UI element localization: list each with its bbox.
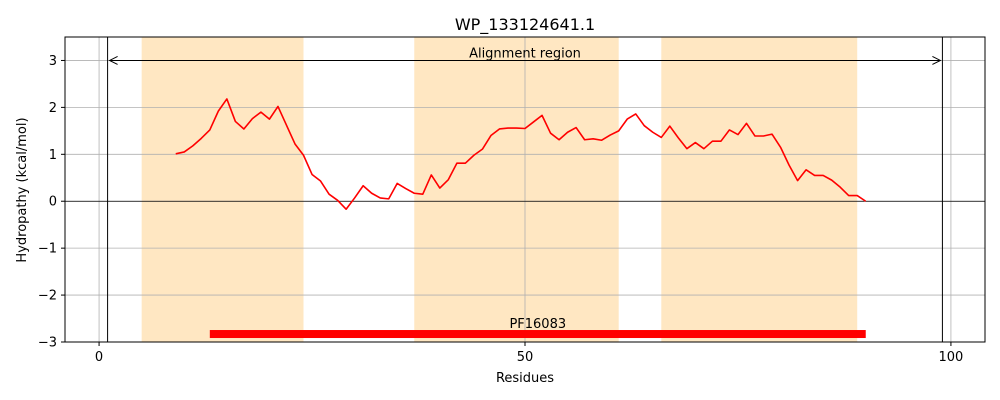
alignment-arrow-right-head bbox=[932, 56, 942, 65]
alignment-arrow-left-head bbox=[108, 56, 118, 65]
x-axis-ticks: 0 50 100 bbox=[95, 342, 963, 365]
y-tick-label: 2 bbox=[49, 101, 57, 116]
domain-label: PF16083 bbox=[509, 317, 566, 332]
domain-bar bbox=[209, 330, 866, 339]
x-tick-label: 50 bbox=[517, 350, 534, 365]
y-tick-label: 0 bbox=[49, 195, 57, 210]
alignment-region-label: Alignment region bbox=[469, 46, 581, 61]
highlight-band bbox=[141, 37, 304, 342]
highlight-regions bbox=[141, 37, 858, 342]
y-tick-label: −2 bbox=[38, 289, 57, 304]
y-tick-label: 1 bbox=[49, 148, 57, 163]
reference-lines bbox=[65, 37, 985, 342]
y-tick-label: 3 bbox=[49, 54, 57, 69]
highlight-band bbox=[661, 37, 858, 342]
annotations: Alignment region PF16083 bbox=[108, 46, 942, 339]
x-axis-label: Residues bbox=[496, 371, 554, 386]
y-axis-ticks: −3 −2 −1 0 1 2 3 bbox=[38, 54, 65, 351]
y-tick-label: −3 bbox=[38, 336, 57, 351]
y-tick-label: −1 bbox=[38, 242, 57, 257]
series-layer bbox=[175, 98, 867, 211]
hydropathy-line bbox=[175, 98, 867, 211]
x-tick-label: 0 bbox=[95, 350, 103, 365]
highlight-band bbox=[414, 37, 619, 342]
chart-title: WP_133124641.1 bbox=[455, 15, 595, 35]
x-tick-label: 100 bbox=[939, 350, 964, 365]
y-axis-label: Hydropathy (kcal/mol) bbox=[15, 117, 30, 262]
